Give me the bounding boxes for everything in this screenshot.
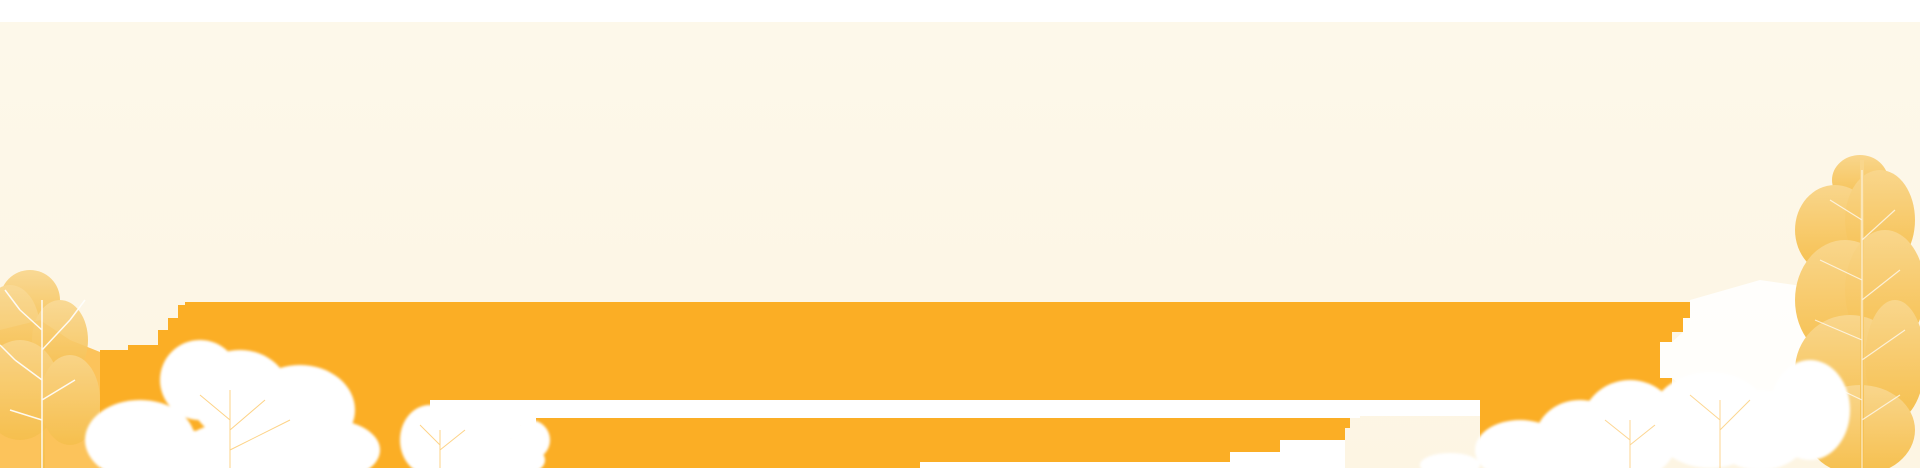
white-strip-right xyxy=(920,440,1345,468)
right-tree-branches-2 xyxy=(1604,394,1751,468)
white-strip xyxy=(430,400,1480,468)
left-white-trees xyxy=(85,340,550,468)
left-tree-branches-2 xyxy=(199,390,466,468)
left-tree-branches xyxy=(0,289,86,468)
left-tall-tree xyxy=(0,270,100,468)
